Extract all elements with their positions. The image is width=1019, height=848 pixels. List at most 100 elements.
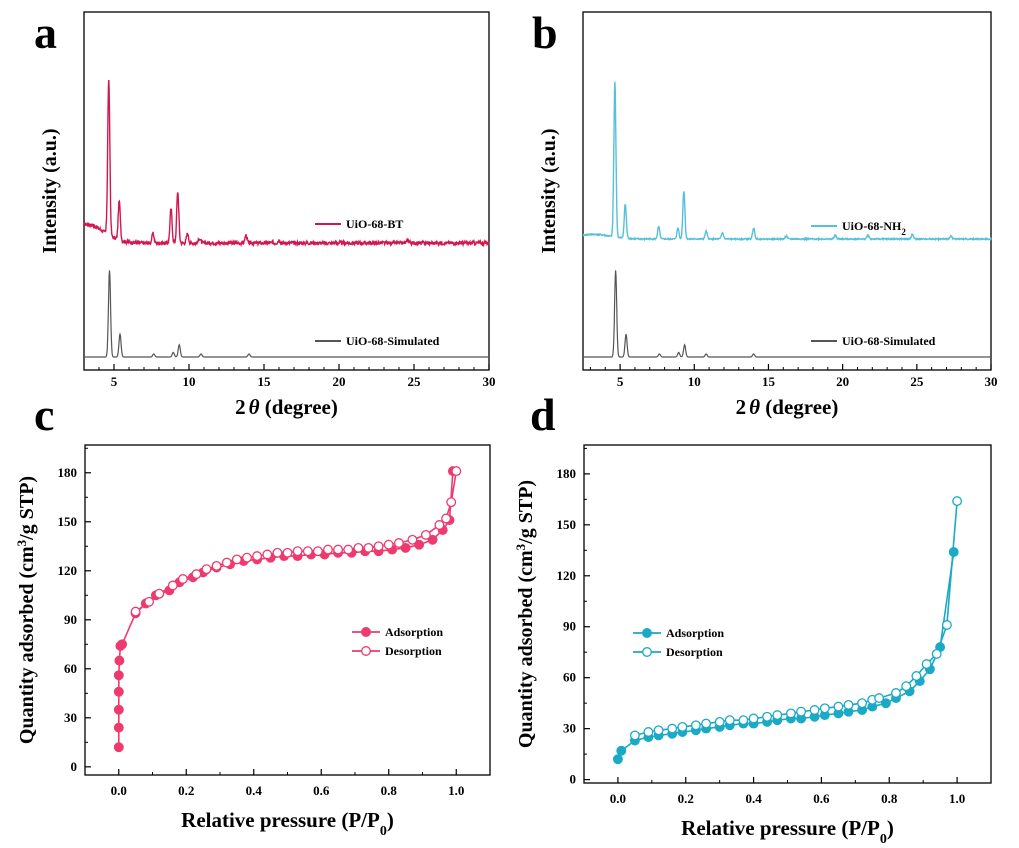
- legend-marker: [361, 646, 371, 656]
- legend-label: Desorption: [385, 644, 442, 658]
- data-point-desorption: [441, 513, 452, 524]
- y-axis-title: Intensity (a.u.): [39, 128, 61, 253]
- data-point-adsorption: [427, 534, 438, 545]
- x-tick-label: 10: [183, 374, 196, 389]
- data-point-desorption: [952, 496, 963, 507]
- data-point-desorption: [714, 716, 725, 727]
- series-line-simulated: [583, 270, 991, 358]
- y-axis-title: Intensity (a.u.): [538, 128, 560, 253]
- data-point-desorption: [434, 520, 445, 530]
- x-axis-title-subscript: 0: [880, 832, 887, 847]
- y-axis-title-close: /g STP): [515, 480, 537, 545]
- data-point-desorption: [373, 541, 384, 552]
- data-point-desorption: [292, 546, 303, 557]
- data-point-desorption: [144, 596, 155, 607]
- data-point-desorption: [221, 557, 232, 568]
- y-axis-title-superscript: 3: [513, 543, 528, 550]
- x-axis-title-symbol: θ: [249, 395, 260, 419]
- data-point-adsorption: [117, 639, 128, 650]
- data-point-desorption: [724, 715, 735, 726]
- isotherm-chart-c: 0.0 0.2 0.4 0.6 0.8 1.00306090120150180Adsorp…: [14, 444, 491, 839]
- x-tick-label: 5: [617, 374, 624, 389]
- data-point-desorption: [302, 546, 313, 557]
- data-point-desorption: [252, 551, 263, 562]
- legend-label: Adsorption: [666, 626, 724, 640]
- x-tick-label: 25: [910, 374, 924, 389]
- legend-marker: [642, 628, 652, 638]
- data-point-desorption: [762, 711, 773, 722]
- x-tick-label: 15: [258, 374, 272, 389]
- x-tick-label: 0.8: [881, 791, 898, 806]
- legend-label: Desorption: [666, 645, 723, 659]
- data-point-desorption: [738, 715, 749, 726]
- data-point-desorption: [242, 552, 252, 563]
- y-tick-label: 30: [64, 710, 77, 725]
- x-axis-title-main: Relative pressure (P/P: [181, 808, 380, 832]
- data-point-desorption: [231, 554, 242, 565]
- data-point-desorption: [667, 723, 678, 734]
- x-tick-label: 0.2: [178, 783, 194, 798]
- data-point-desorption: [451, 466, 462, 477]
- data-point-desorption: [177, 574, 188, 584]
- x-tick-label: 0.0: [610, 791, 626, 806]
- data-point-desorption: [191, 569, 202, 580]
- x-axis-title-main: Relative pressure (P/P: [681, 816, 880, 840]
- data-point-adsorption: [113, 686, 124, 697]
- data-point-desorption: [921, 659, 932, 670]
- y-tick-label: 180: [557, 466, 577, 481]
- y-axis-title-superscript: 3: [14, 539, 29, 546]
- y-tick-label: 0: [570, 772, 577, 787]
- data-point-desorption: [272, 547, 283, 558]
- series-line-experimental: [582, 81, 992, 242]
- data-point-desorption: [643, 727, 654, 737]
- legend-label: UiO-68-BT: [346, 217, 403, 231]
- data-point-desorption: [154, 588, 165, 599]
- x-tick-label: 5: [111, 374, 118, 389]
- data-point-desorption: [130, 606, 141, 617]
- y-tick-label: 120: [557, 568, 577, 583]
- data-point-desorption: [931, 648, 942, 659]
- y-axis-title-close: /g STP): [16, 476, 38, 541]
- data-point-adsorption: [612, 754, 623, 765]
- data-point-desorption: [796, 706, 807, 717]
- data-point-desorption: [167, 580, 178, 591]
- data-point-adsorption: [113, 670, 124, 681]
- data-point-desorption: [312, 546, 323, 557]
- data-point-adsorption: [880, 698, 891, 709]
- data-point-desorption: [891, 688, 901, 698]
- data-point-adsorption: [400, 542, 411, 553]
- data-point-desorption: [363, 542, 374, 553]
- y-tick-label: 150: [58, 514, 78, 529]
- y-axis-title-main: Quantity adsorbed (cm: [515, 550, 537, 748]
- x-axis-title-suffix: (degree): [760, 395, 838, 419]
- legend-marker: [361, 627, 371, 637]
- y-tick-label: 60: [563, 670, 576, 685]
- x-tick-label: 20: [333, 374, 346, 389]
- isotherm-chart-d: 0.0 0.2 0.4 0.6 0.8 1.00306090120150180Adsorp…: [513, 444, 992, 847]
- series-line-experimental: [83, 79, 490, 248]
- data-point-desorption: [407, 534, 418, 545]
- y-axis-title: Quantity adsorbed (cm3/g STP): [14, 476, 39, 744]
- x-axis-title-prefix: 2: [736, 395, 747, 419]
- data-point-desorption: [701, 718, 712, 729]
- data-point-adsorption: [113, 742, 124, 753]
- data-point-desorption: [420, 529, 431, 540]
- x-tick-label: 30: [483, 374, 496, 389]
- y-tick-label: 0: [71, 759, 78, 774]
- data-point-desorption: [343, 544, 354, 555]
- xrd-chart-b: UiO-68-NH2 UiO-68-Simulated 5 10 15 20 25 30 2 θ …: [538, 11, 998, 419]
- data-point-desorption: [772, 710, 783, 721]
- data-point-desorption: [333, 544, 344, 555]
- data-point-desorption: [677, 721, 688, 732]
- data-point-desorption: [833, 701, 844, 712]
- data-point-desorption: [383, 539, 394, 550]
- x-tick-label: 1.0: [949, 791, 965, 806]
- y-axis-title: Quantity adsorbed (cm3/g STP): [513, 480, 538, 748]
- series-line-simulated: [84, 270, 489, 358]
- legend-label: UiO-68-NH2: [842, 219, 906, 237]
- data-point-desorption: [809, 705, 820, 715]
- x-tick-label: 0.4: [246, 783, 263, 798]
- plot-frame: [84, 444, 491, 776]
